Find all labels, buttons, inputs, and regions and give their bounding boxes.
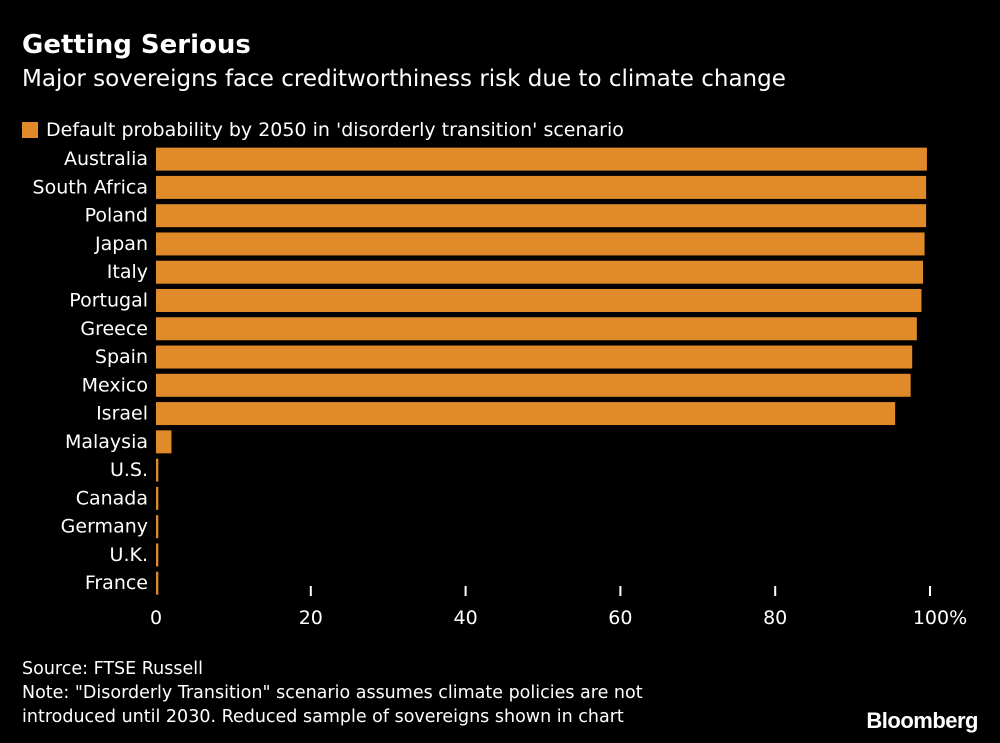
legend: Default probability by 2050 in 'disorder…	[22, 118, 624, 142]
chart-title: Getting Serious	[22, 30, 251, 60]
category-label: Italy	[107, 261, 148, 283]
x-tick-label: 40	[454, 607, 478, 629]
category-label: Spain	[95, 346, 148, 368]
category-label: Malaysia	[65, 431, 148, 453]
category-label: Israel	[96, 403, 148, 425]
bar	[156, 345, 913, 369]
category-label: Poland	[85, 205, 148, 227]
footer-notes: Source: FTSE Russell Note: "Disorderly T…	[22, 657, 643, 729]
category-label: Greece	[80, 318, 148, 340]
category-label: Portugal	[69, 289, 148, 311]
note-line-1: Note: "Disorderly Transition" scenario a…	[22, 683, 643, 703]
x-tick-label: 100%	[913, 607, 967, 629]
bar	[156, 147, 927, 171]
bar	[156, 232, 925, 256]
category-label: U.S.	[110, 459, 148, 481]
category-label: Mexico	[82, 374, 148, 396]
bloomberg-logo: Bloomberg	[866, 708, 978, 733]
category-label: U.K.	[110, 544, 148, 566]
category-label: Australia	[64, 148, 148, 170]
category-label: France	[85, 572, 148, 594]
bar	[156, 373, 911, 397]
bar	[156, 515, 159, 539]
bar	[156, 430, 172, 454]
x-tick-label: 0	[150, 607, 162, 629]
bar	[156, 204, 927, 228]
category-label: South Africa	[33, 176, 148, 198]
bar	[156, 317, 917, 341]
bar-chart: Australia South Africa Poland Japan Italy Por…	[33, 147, 967, 629]
category-label: Canada	[76, 487, 148, 509]
chart-subtitle: Major sovereigns face creditworthiness r…	[22, 66, 786, 92]
bar	[156, 543, 159, 567]
legend-swatch	[22, 122, 38, 138]
category-label: Japan	[94, 233, 148, 255]
x-tick-label: 60	[608, 607, 632, 629]
note-line-2: introduced until 2030. Reduced sample of…	[22, 707, 624, 727]
source-text: Source: FTSE Russell	[22, 659, 203, 679]
x-tick-label: 80	[763, 607, 787, 629]
bar	[156, 175, 927, 199]
bar	[156, 571, 159, 595]
bar	[156, 260, 924, 284]
category-label: Germany	[61, 516, 148, 538]
legend-label: Default probability by 2050 in 'disorder…	[46, 119, 624, 141]
x-tick-label: 20	[299, 607, 323, 629]
bar	[156, 402, 896, 426]
bar	[156, 486, 159, 510]
bar	[156, 288, 922, 312]
bar	[156, 458, 159, 482]
